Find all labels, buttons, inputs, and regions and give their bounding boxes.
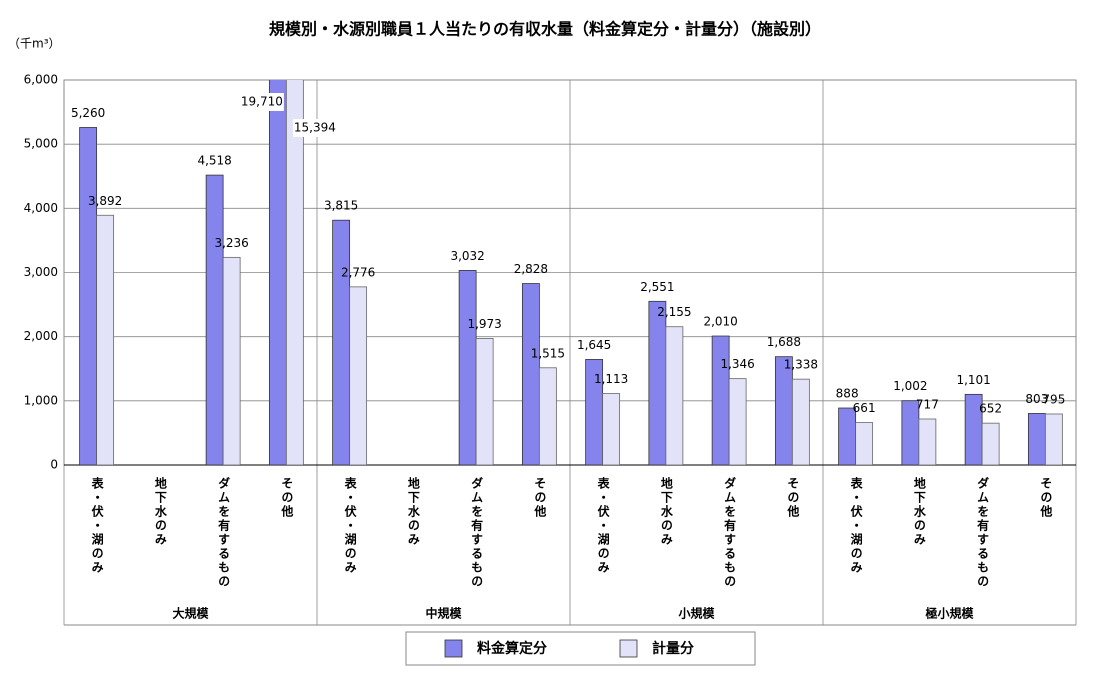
bar xyxy=(774,356,793,465)
y-tick-label: 1,000 xyxy=(24,393,58,407)
bar xyxy=(918,418,937,465)
group-label: 中規模 xyxy=(425,606,462,621)
data-label: 2,155 xyxy=(657,305,691,319)
x-tick-label: ダムを有するもの xyxy=(976,476,990,589)
bar xyxy=(648,300,667,465)
bar xyxy=(538,367,557,465)
y-tick-label: 5,000 xyxy=(24,137,58,151)
data-label: 795 xyxy=(1042,392,1065,406)
x-tick-label: その他 xyxy=(280,477,294,519)
data-label: 1,688 xyxy=(767,335,801,349)
x-tick-label: 地下水のみ xyxy=(406,476,420,547)
y-tick-label: 0 xyxy=(50,458,58,472)
y-tick-label: 6,000 xyxy=(24,73,58,87)
data-label: 717 xyxy=(916,397,939,411)
x-tick-label: 表・伏・湖のみ xyxy=(596,476,610,575)
bar xyxy=(475,337,494,465)
data-label: 1,973 xyxy=(467,317,501,331)
x-tick-label: その他 xyxy=(1039,477,1053,519)
bar xyxy=(349,286,368,465)
bar xyxy=(728,378,747,465)
group-label: 小規模 xyxy=(678,606,715,621)
x-tick-label: 地下水のみ xyxy=(153,476,167,547)
bar xyxy=(855,422,874,465)
y-tick-label: 2,000 xyxy=(24,329,58,343)
data-label: 5,260 xyxy=(71,106,105,120)
data-label: 803 xyxy=(1025,392,1048,406)
data-label: 1,002 xyxy=(893,379,927,393)
bar xyxy=(1027,413,1046,465)
bar xyxy=(665,326,684,465)
bar xyxy=(458,270,477,465)
x-tick-label: ダムを有するもの xyxy=(470,476,484,589)
data-label: 1,338 xyxy=(784,358,818,372)
label-bg xyxy=(239,93,284,111)
bar xyxy=(205,174,224,465)
data-label: 1,645 xyxy=(577,338,611,352)
bar xyxy=(602,393,621,465)
x-tick-label: その他 xyxy=(786,477,800,519)
legend-box xyxy=(405,631,756,666)
x-tick-label: 表・伏・湖のみ xyxy=(90,476,104,575)
label-bg xyxy=(292,119,337,137)
data-label: 3,236 xyxy=(214,236,248,250)
chart-title: 規模別・水源別職員１人当たりの有収水量（料金算定分・計量分）（施設別） xyxy=(269,20,821,39)
bar xyxy=(285,80,304,465)
y-tick-label: 4,000 xyxy=(24,201,58,215)
data-label: 3,815 xyxy=(324,199,358,213)
plot-area xyxy=(79,80,1063,465)
data-label: 1,346 xyxy=(720,357,754,371)
x-tick-label: 地下水のみ xyxy=(912,476,926,547)
data-label: 1,515 xyxy=(531,346,565,360)
legend-label: 計量分 xyxy=(652,640,694,657)
bar xyxy=(1044,413,1063,465)
data-label: 1,113 xyxy=(594,372,628,386)
bar xyxy=(268,80,287,465)
data-label: 2,551 xyxy=(640,280,674,294)
x-tick-label: ダムを有するもの xyxy=(217,476,231,589)
data-label: 2,776 xyxy=(341,265,375,279)
data-label: 4,518 xyxy=(197,154,231,168)
bar xyxy=(838,407,857,465)
data-label: 3,892 xyxy=(88,194,122,208)
data-label: 2,828 xyxy=(514,262,548,276)
group-label: 大規模 xyxy=(172,606,209,621)
bar xyxy=(521,283,540,465)
x-tick-label: その他 xyxy=(533,477,547,519)
x-tick-label: 地下水のみ xyxy=(659,476,673,547)
bar xyxy=(96,214,115,465)
data-label: 652 xyxy=(979,402,1002,416)
x-tick-label: 表・伏・湖のみ xyxy=(849,476,863,575)
data-label: 3,032 xyxy=(450,249,484,263)
data-label: 2,010 xyxy=(703,315,737,329)
data-label: 19,710 xyxy=(241,95,283,109)
legend-label: 料金算定分 xyxy=(477,640,547,657)
data-label: 1,101 xyxy=(956,373,990,387)
data-label: 15,394 xyxy=(294,121,336,135)
data-label: 661 xyxy=(853,401,876,415)
bar xyxy=(332,219,351,465)
bar xyxy=(222,256,241,465)
legend-swatch xyxy=(619,639,638,658)
x-tick-label: ダムを有するもの xyxy=(723,476,737,589)
bar xyxy=(711,335,730,465)
y-unit: （千m³） xyxy=(8,37,61,51)
group-label: 極小規模 xyxy=(925,606,974,621)
data-label: 888 xyxy=(836,387,859,401)
legend-swatch xyxy=(444,639,463,658)
bar xyxy=(791,378,810,465)
x-tick-label: 表・伏・湖のみ xyxy=(343,476,357,575)
bar xyxy=(79,127,98,465)
bar xyxy=(981,422,1000,465)
y-tick-label: 3,000 xyxy=(24,265,58,279)
